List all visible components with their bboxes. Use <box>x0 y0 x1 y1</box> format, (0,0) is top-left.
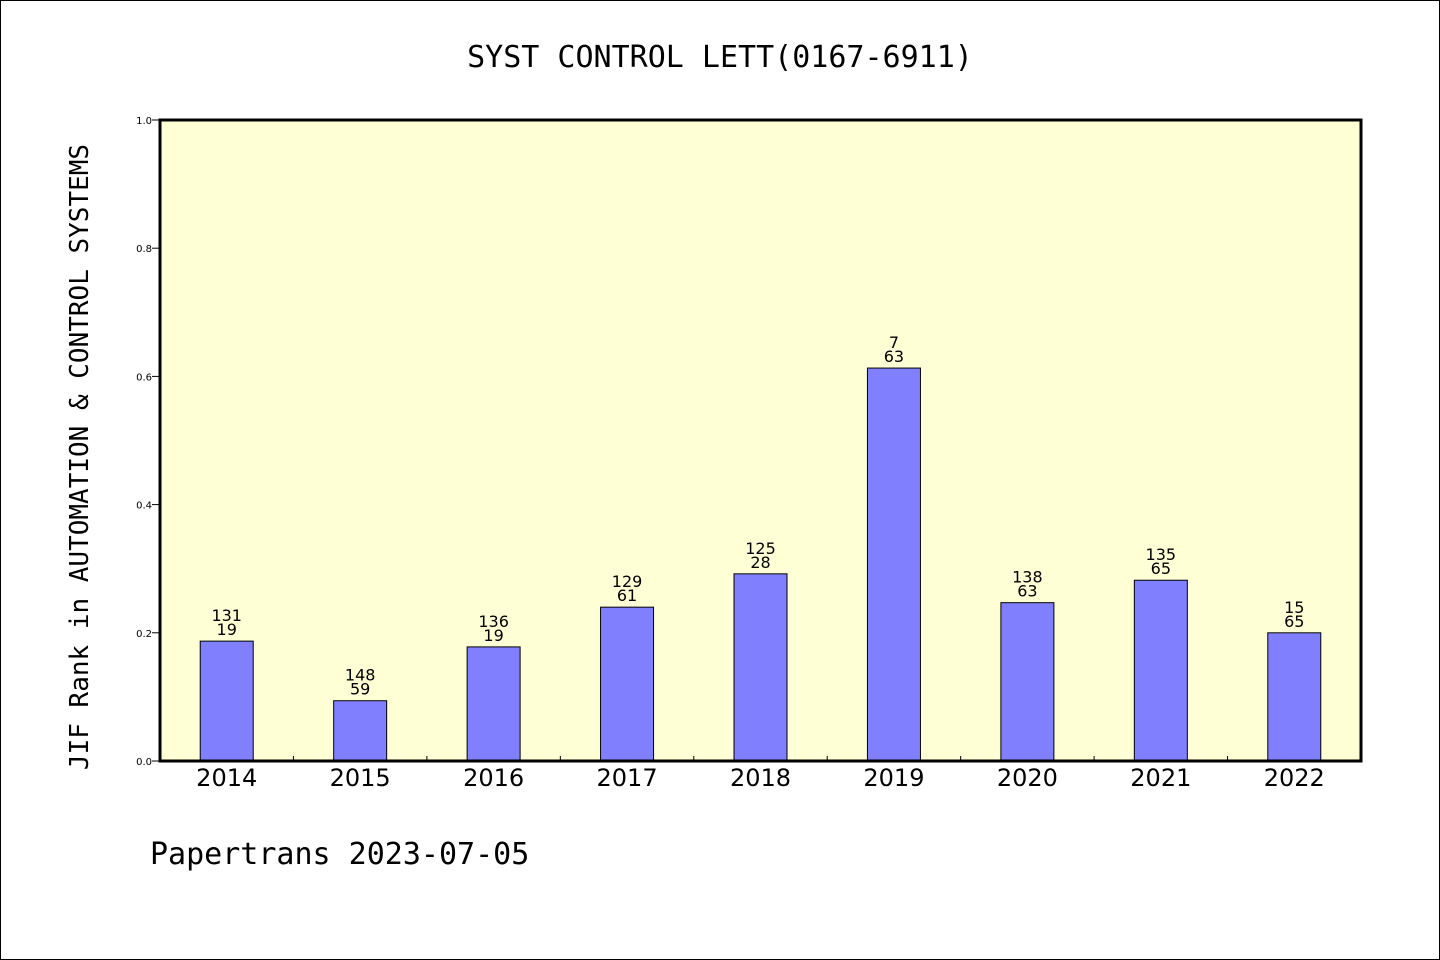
data-label-rank: 129 <box>612 572 643 591</box>
data-label-rank: 148 <box>345 666 376 685</box>
y-tick-label: 0.8 <box>136 244 152 255</box>
data-labels: 1311914859136191296112528763138631356515… <box>211 333 1304 699</box>
x-tick-label: 2017 <box>597 764 658 792</box>
bar-2022 <box>1267 632 1322 762</box>
x-tick-label: 2022 <box>1264 764 1325 792</box>
x-tick-label: 2016 <box>463 764 524 792</box>
bar-2015 <box>333 700 388 762</box>
data-label-rank: 15 <box>1284 598 1304 617</box>
y-tick-label: 0.2 <box>136 629 152 640</box>
data-label-total: 59 <box>350 680 370 699</box>
data-label-total: 63 <box>884 347 904 366</box>
x-tick-label: 2020 <box>997 764 1058 792</box>
y-axis: 0.0 0.2 0.4 0.6 0.8 1.0 <box>136 116 160 768</box>
data-label-total: 65 <box>1284 612 1304 631</box>
data-label-rank: 136 <box>478 612 509 631</box>
bar-2018 <box>733 573 788 762</box>
x-axis: 2014 2015 2016 2017 2018 2019 2020 2021 2022 <box>196 756 1325 792</box>
bar-2016 <box>466 646 521 762</box>
bar-2019 <box>866 367 921 762</box>
y-tick-label: 0.4 <box>136 501 152 512</box>
bar-2017 <box>600 606 655 762</box>
data-label-total: 19 <box>483 626 503 645</box>
data-label-rank: 131 <box>211 606 242 625</box>
data-label-total: 65 <box>1151 559 1171 578</box>
y-tick-label: 0.0 <box>136 757 152 768</box>
x-tick-label: 2019 <box>863 764 924 792</box>
bar-series <box>199 367 1322 762</box>
footer-text: Papertrans 2023-07-05 <box>150 837 529 872</box>
y-axis-label: JIF Rank in AUTOMATION & CONTROL SYSTEMS <box>65 144 95 770</box>
data-label-total: 61 <box>617 586 637 605</box>
data-label-total: 19 <box>217 620 237 639</box>
plot-border <box>158 118 1363 763</box>
bar-2021 <box>1133 579 1188 762</box>
data-label-rank: 135 <box>1146 545 1177 564</box>
x-tick-label: 2015 <box>330 764 391 792</box>
bar-2020 <box>1000 602 1055 762</box>
data-label-total: 63 <box>1017 582 1037 601</box>
x-tick-label: 2021 <box>1130 764 1191 792</box>
y-tick-label: 1.0 <box>136 116 152 127</box>
chart-title: SYST CONTROL LETT(0167-6911) <box>467 40 973 75</box>
data-label-total: 28 <box>750 553 770 572</box>
x-tick-label: 2018 <box>730 764 791 792</box>
data-label-rank: 125 <box>745 539 776 558</box>
y-tick-label: 0.6 <box>136 372 152 383</box>
data-label-rank: 7 <box>889 333 899 352</box>
data-label-rank: 138 <box>1012 568 1043 587</box>
x-tick-label: 2014 <box>196 764 257 792</box>
bar-2014 <box>199 640 254 762</box>
